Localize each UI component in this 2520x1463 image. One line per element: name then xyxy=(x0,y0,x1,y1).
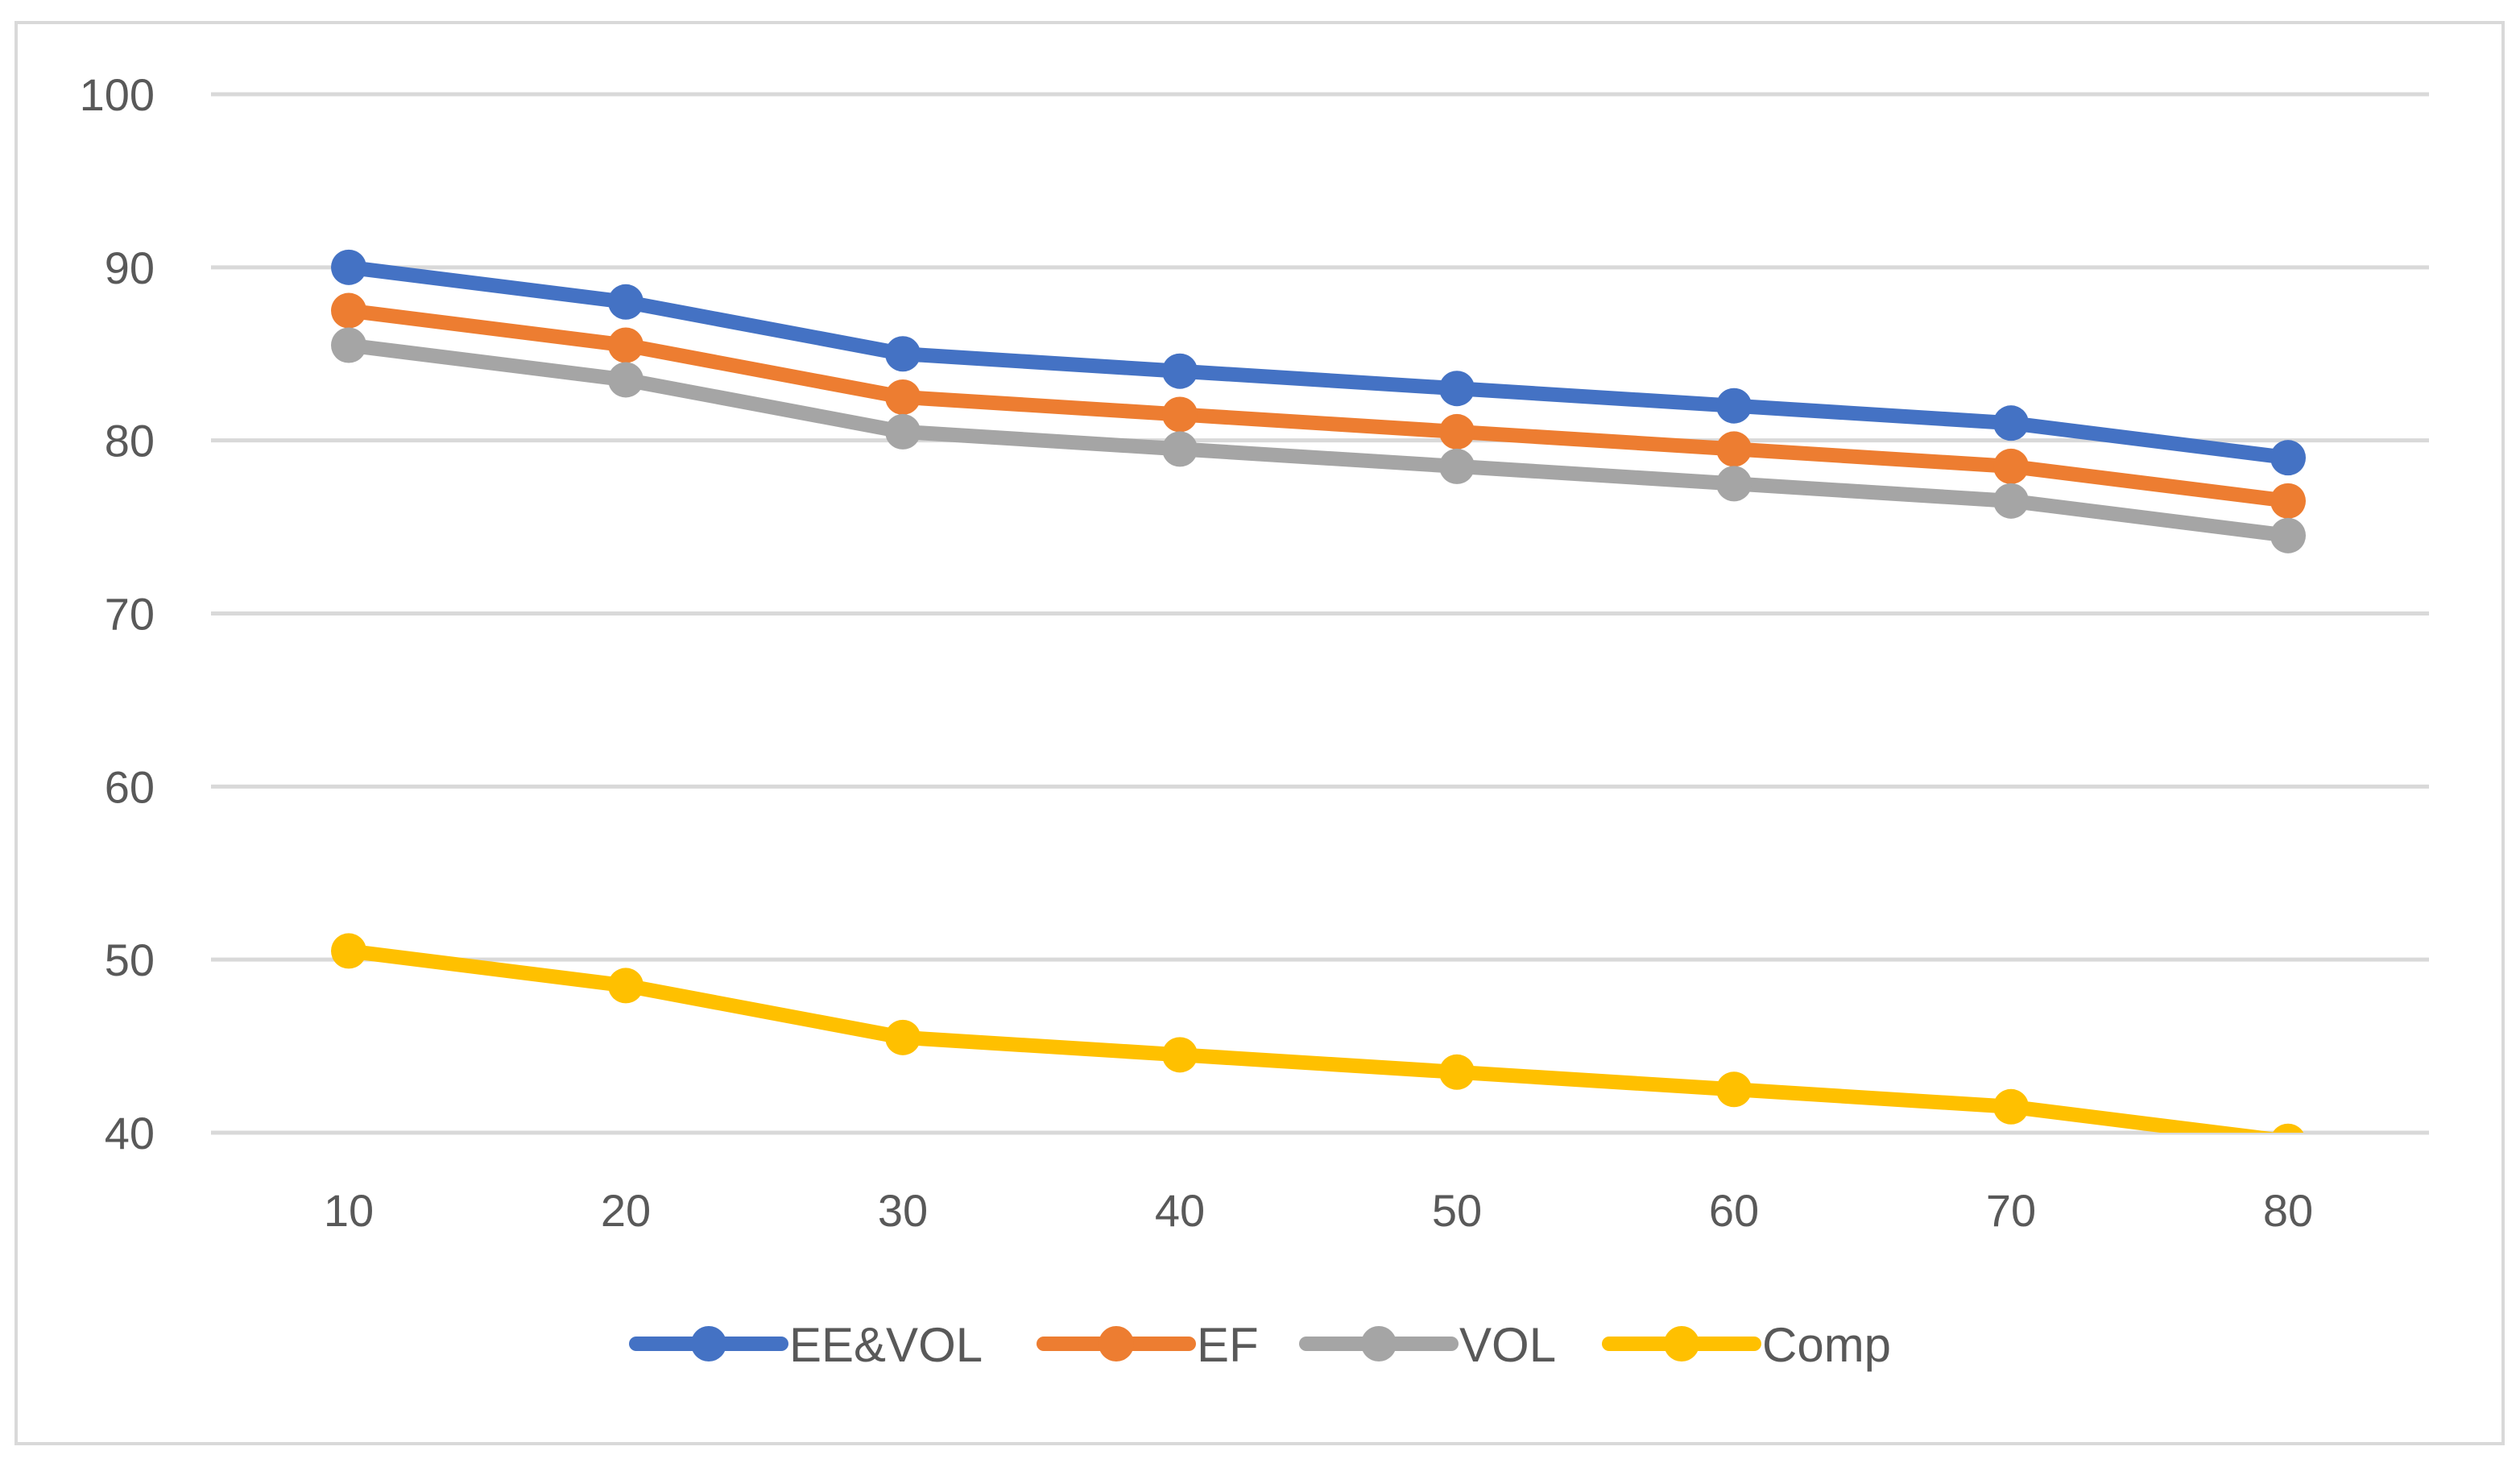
legend-item: EF xyxy=(1037,1318,1259,1372)
chart-frame xyxy=(14,21,2505,1445)
data-point xyxy=(331,249,366,285)
data-point xyxy=(1439,448,1475,484)
data-point xyxy=(1993,405,2029,441)
data-point xyxy=(1993,483,2029,519)
x-tick-label: 50 xyxy=(1432,1185,1482,1236)
legend-label: EF xyxy=(1197,1318,1259,1372)
x-axis-tick-labels: 10 20 30 40 50 60 70 80 xyxy=(324,1185,2313,1236)
y-tick-label: 60 xyxy=(105,761,155,812)
data-point xyxy=(608,968,643,1004)
legend-item: VOL xyxy=(1299,1318,1556,1372)
legend-item: Comp xyxy=(1602,1318,1891,1372)
data-point xyxy=(331,933,366,969)
legend: EE&VOL EF VOL Comp xyxy=(629,1318,1891,1372)
legend-item: EE&VOL xyxy=(629,1318,983,1372)
data-point xyxy=(1162,396,1198,433)
data-point xyxy=(885,1019,921,1055)
data-point xyxy=(1162,353,1198,389)
y-axis-tick-labels: 40 50 60 70 80 90 100 xyxy=(80,69,155,1158)
data-point xyxy=(608,327,643,363)
data-point xyxy=(2270,517,2306,553)
data-point xyxy=(608,362,643,398)
data-point xyxy=(2270,483,2306,519)
data-point xyxy=(885,336,921,372)
legend-label: Comp xyxy=(1762,1318,1891,1372)
series-ef xyxy=(331,292,2306,519)
y-tick-label: 100 xyxy=(80,69,155,120)
data-point xyxy=(1162,431,1198,467)
series-line xyxy=(341,943,2278,1133)
x-tick-label: 70 xyxy=(1986,1185,2036,1236)
data-point xyxy=(885,379,921,415)
x-tick-label: 20 xyxy=(601,1185,651,1236)
series-line xyxy=(341,303,2295,508)
gridlines xyxy=(211,92,2429,1135)
x-tick-label: 60 xyxy=(1709,1185,1759,1236)
data-point xyxy=(331,292,366,329)
y-tick-label: 50 xyxy=(105,935,155,985)
x-tick-label: 80 xyxy=(2263,1185,2313,1236)
data-point xyxy=(1439,371,1475,407)
legend-marker xyxy=(1099,1326,1134,1361)
series-comp xyxy=(331,933,2304,1133)
data-point xyxy=(1716,1071,1752,1108)
x-tick-label: 30 xyxy=(878,1185,928,1236)
legend-label: EE&VOL xyxy=(789,1318,983,1372)
data-point xyxy=(1993,448,2029,484)
data-point xyxy=(2270,440,2306,476)
data-point xyxy=(1716,466,1752,502)
data-point xyxy=(2272,1123,2304,1133)
data-point xyxy=(331,327,366,363)
series-lines xyxy=(331,249,2306,1133)
legend-label: VOL xyxy=(1459,1318,1556,1372)
x-tick-label: 40 xyxy=(1155,1185,1205,1236)
data-point xyxy=(1716,431,1752,467)
y-tick-label: 80 xyxy=(105,416,155,466)
data-point xyxy=(1993,1088,2029,1125)
series-ee-vol xyxy=(331,249,2306,476)
series-line xyxy=(341,338,2295,543)
y-tick-label: 70 xyxy=(105,589,155,640)
data-point xyxy=(1439,413,1475,450)
series-vol xyxy=(331,327,2306,553)
legend-marker xyxy=(691,1326,726,1361)
data-point xyxy=(885,413,921,450)
data-point xyxy=(1716,388,1752,424)
series-line xyxy=(341,259,2295,466)
y-tick-label: 40 xyxy=(105,1108,155,1158)
legend-marker xyxy=(1361,1326,1397,1361)
legend-marker xyxy=(1664,1326,1699,1361)
data-point xyxy=(1439,1054,1475,1090)
data-point xyxy=(608,284,643,320)
x-tick-label: 10 xyxy=(324,1185,374,1236)
data-point xyxy=(1162,1037,1198,1073)
y-tick-label: 90 xyxy=(105,242,155,293)
